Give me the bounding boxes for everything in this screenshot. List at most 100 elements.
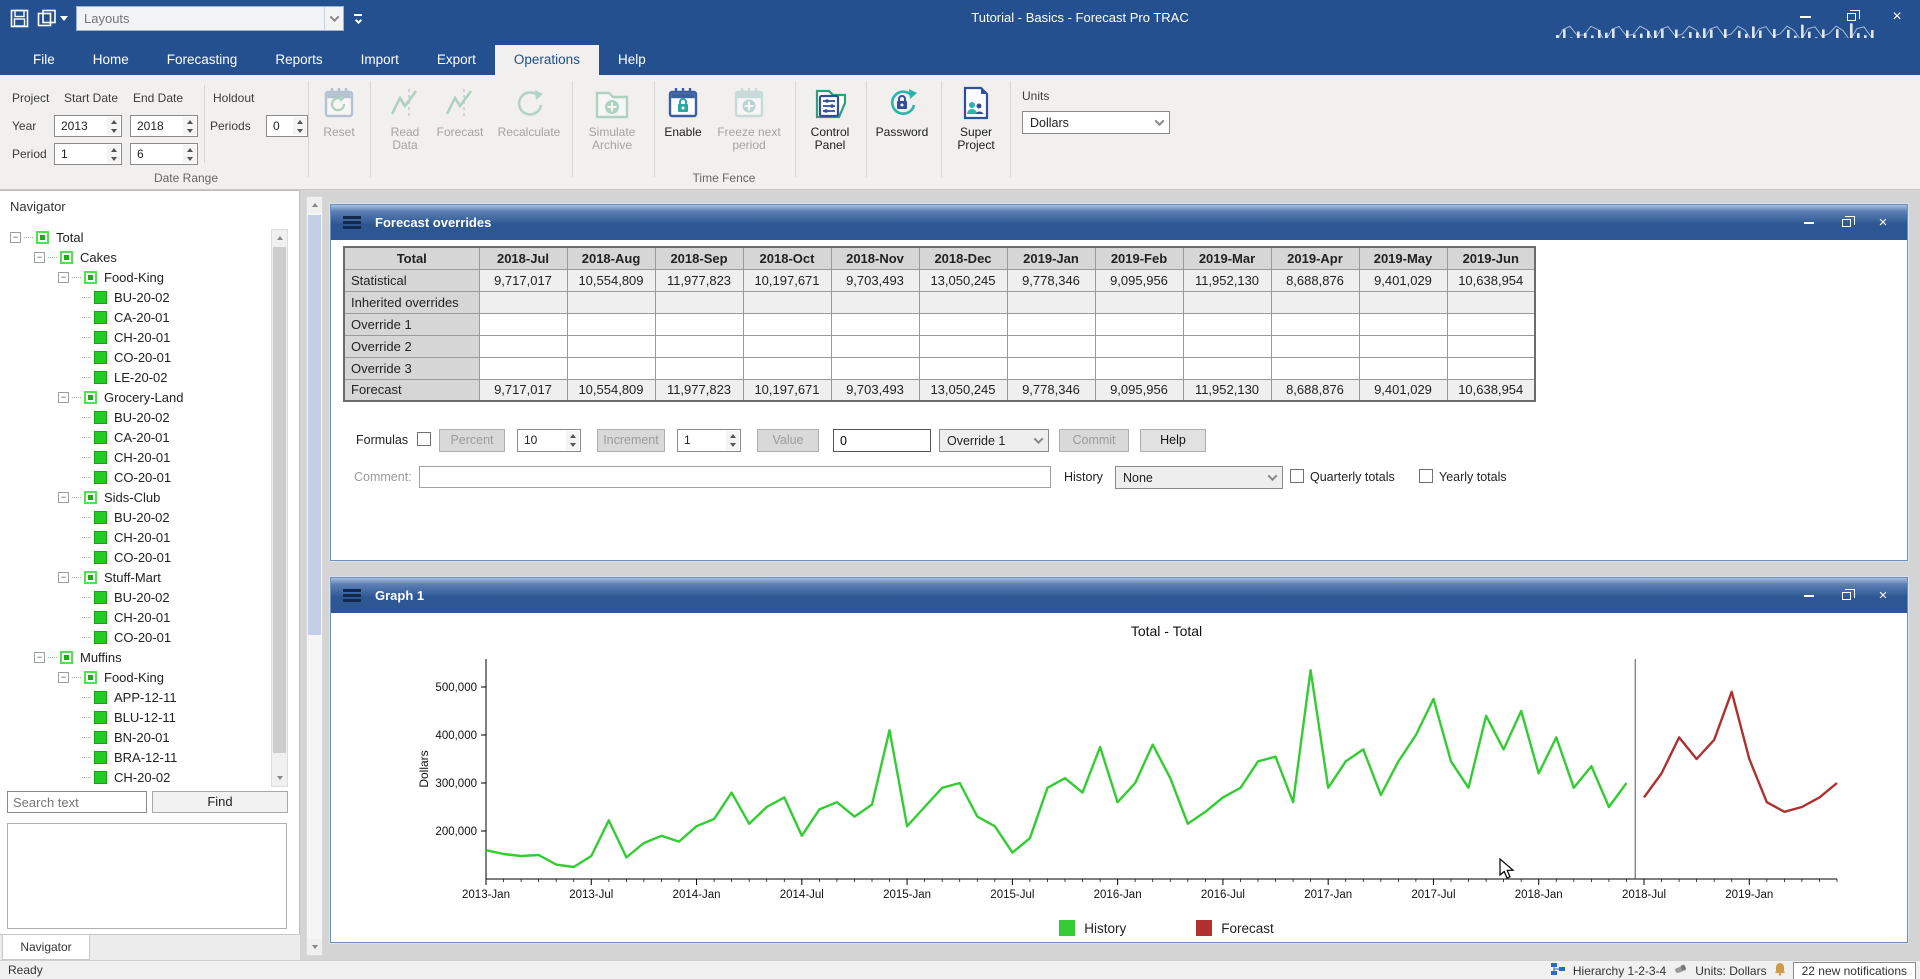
yearly-totals-checkbox[interactable] [1419, 469, 1433, 483]
table-cell[interactable]: 10,197,671 [742, 378, 832, 402]
close-icon[interactable]: × [1878, 214, 1888, 231]
column-header[interactable]: 2019-Feb [1094, 246, 1184, 270]
table-cell[interactable] [1094, 312, 1184, 336]
help-button[interactable]: Help [1140, 429, 1206, 452]
collapse-icon[interactable]: − [58, 571, 69, 583]
layouts-input[interactable] [77, 11, 324, 26]
tab-home[interactable]: Home [92, 52, 129, 67]
table-cell[interactable]: 9,401,029 [1358, 378, 1448, 402]
tree-item-stuff-mart[interactable]: − Stuff-Mart [0, 567, 268, 587]
table-cell[interactable]: 10,638,954 [1446, 268, 1536, 292]
tab-import[interactable]: Import [360, 52, 399, 67]
read-data-button[interactable]: Read Data [379, 83, 431, 169]
year-start-spinner[interactable]: 2013 [54, 115, 122, 137]
table-cell[interactable] [1182, 290, 1272, 314]
table-cell[interactable] [830, 312, 920, 336]
column-header[interactable]: 2018-Dec [918, 246, 1008, 270]
simulate-archive-button[interactable]: Simulate Archive [574, 83, 650, 169]
period-start-spinner[interactable]: 1 [54, 143, 122, 165]
tree-item-ca-20-01[interactable]: CA-20-01 [0, 427, 268, 447]
table-cell[interactable]: 11,977,823 [654, 268, 744, 292]
table-cell[interactable] [742, 290, 832, 314]
table-cell[interactable] [1446, 312, 1536, 336]
tree-item-cakes[interactable]: − Cakes [0, 247, 268, 267]
scroll-down-icon[interactable] [307, 939, 322, 955]
table-cell[interactable] [1270, 312, 1360, 336]
collapse-icon[interactable]: − [34, 651, 45, 663]
workspace-scrollbar[interactable] [306, 196, 323, 956]
reset-button[interactable]: Reset [314, 83, 364, 169]
column-header[interactable]: 2018-Nov [830, 246, 920, 270]
scroll-up-icon[interactable] [307, 197, 322, 213]
table-cell[interactable] [478, 356, 568, 380]
history-select[interactable]: None [1115, 466, 1283, 489]
table-cell[interactable]: 8,688,876 [1270, 378, 1360, 402]
tree-item-total[interactable]: − Total [0, 227, 268, 247]
collapse-icon[interactable]: − [58, 271, 69, 283]
tree-item-bu-20-02[interactable]: BU-20-02 [0, 407, 268, 427]
table-cell[interactable]: 13,050,245 [918, 268, 1008, 292]
save-icon[interactable] [10, 9, 29, 28]
table-cell[interactable]: 9,778,346 [1006, 378, 1096, 402]
table-cell[interactable] [1006, 334, 1096, 358]
tree-item-le-20-02[interactable]: LE-20-02 [0, 367, 268, 387]
table-cell[interactable] [1446, 334, 1536, 358]
tree-item-bu-20-02[interactable]: BU-20-02 [0, 587, 268, 607]
table-cell[interactable] [566, 334, 656, 358]
table-cell[interactable] [566, 312, 656, 336]
table-cell[interactable] [830, 334, 920, 358]
year-end-spinner[interactable]: 2018 [130, 115, 198, 137]
period-end-spinner[interactable]: 6 [130, 143, 198, 165]
table-cell[interactable] [1358, 356, 1448, 380]
notifications-badge[interactable]: 22 new notifications [1792, 961, 1916, 979]
table-cell[interactable]: 9,703,493 [830, 378, 920, 402]
layouts-combobox[interactable] [76, 6, 344, 31]
password-button[interactable]: Password [864, 83, 940, 169]
freeze-button[interactable]: Freeze next period [704, 83, 794, 169]
tree-item-bn-20-01[interactable]: BN-20-01 [0, 727, 268, 747]
minimize-icon[interactable] [1790, 6, 1820, 28]
table-cell[interactable] [1270, 334, 1360, 358]
table-cell[interactable] [1182, 312, 1272, 336]
table-cell[interactable] [1094, 334, 1184, 358]
forecast-button[interactable]: Forecast [429, 83, 491, 169]
tree-item-bu-20-02[interactable]: BU-20-02 [0, 287, 268, 307]
column-header[interactable]: 2018-Aug [566, 246, 656, 270]
tab-file[interactable]: File [33, 52, 55, 67]
status-hierarchy[interactable]: Hierarchy 1-2-3-4 [1572, 963, 1667, 978]
override-select[interactable]: Override 1 [939, 429, 1049, 452]
scroll-down-icon[interactable] [272, 770, 287, 786]
tree-item-co-20-01[interactable]: CO-20-01 [0, 467, 268, 487]
holdout-periods-spinner[interactable]: 0 [266, 115, 308, 137]
table-cell[interactable] [1358, 312, 1448, 336]
table-cell[interactable] [1006, 356, 1096, 380]
table-cell[interactable]: 10,554,809 [566, 268, 656, 292]
table-cell[interactable]: 13,050,245 [918, 378, 1008, 402]
table-cell[interactable] [1006, 290, 1096, 314]
tree-item-blu-12-11[interactable]: BLU-12-11 [0, 707, 268, 727]
table-cell[interactable] [1270, 290, 1360, 314]
percent-button[interactable]: Percent [439, 429, 505, 452]
scrollbar-thumb[interactable] [273, 247, 286, 753]
table-cell[interactable] [654, 334, 744, 358]
scroll-up-icon[interactable] [272, 230, 287, 246]
enable-button[interactable]: Enable [659, 83, 707, 169]
table-cell[interactable]: 11,952,130 [1182, 378, 1272, 402]
collapse-icon[interactable]: − [10, 231, 21, 243]
tree-item-ch-20-02[interactable]: CH-20-02 [0, 767, 268, 787]
super-project-button[interactable]: Super Project [944, 83, 1008, 169]
recalculate-button[interactable]: Recalculate [487, 83, 571, 169]
commit-button[interactable]: Commit [1059, 429, 1129, 452]
column-header[interactable]: 2019-May [1358, 246, 1448, 270]
tab-operations[interactable]: Operations [494, 45, 599, 75]
find-button[interactable]: Find [152, 791, 288, 813]
table-cell[interactable] [654, 312, 744, 336]
quarterly-totals-checkbox[interactable] [1290, 469, 1304, 483]
column-header[interactable]: 2019-Jan [1006, 246, 1096, 270]
table-cell[interactable]: 9,778,346 [1006, 268, 1096, 292]
column-header[interactable]: 2018-Oct [742, 246, 832, 270]
table-cell[interactable]: 8,688,876 [1270, 268, 1360, 292]
tree-item-grocery-land[interactable]: − Grocery-Land [0, 387, 268, 407]
table-cell[interactable] [742, 334, 832, 358]
table-cell[interactable] [566, 290, 656, 314]
